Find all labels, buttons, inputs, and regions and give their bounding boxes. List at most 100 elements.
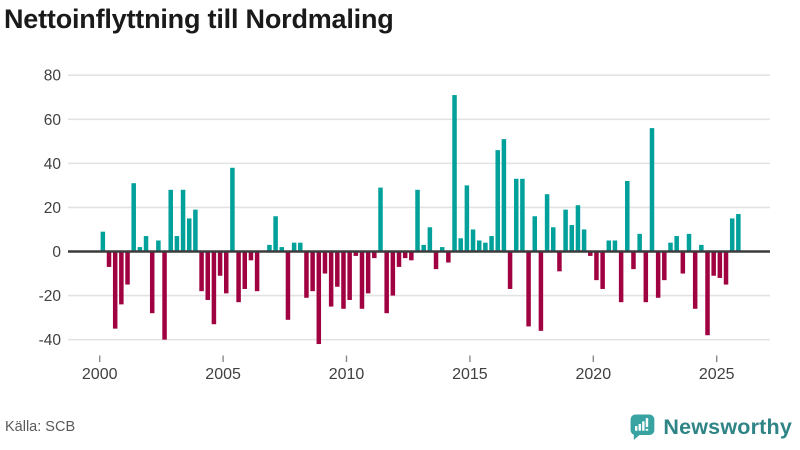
bar-2002-Q1 <box>149 251 155 314</box>
x-axis-label-2010: 2010 <box>329 366 365 383</box>
bar-2014-Q2 <box>452 95 457 252</box>
bar-2010-Q1 <box>347 251 352 300</box>
bar-2014-Q3 <box>458 238 463 252</box>
bar-2020-Q3 <box>606 240 612 252</box>
bar-2012-Q2 <box>402 251 408 259</box>
newsworthy-logo: Newsworthy <box>630 414 792 441</box>
bar-2001-Q3 <box>137 247 143 252</box>
bar-2008-Q2 <box>304 251 309 298</box>
bar-2008-Q4 <box>316 251 322 345</box>
bar-2005-Q3 <box>236 251 241 303</box>
bar-2016-Q1 <box>495 150 500 252</box>
bar-2003-Q4 <box>193 209 198 252</box>
bar-2004-Q1 <box>199 251 204 292</box>
bar-2001-Q4 <box>143 236 149 252</box>
bar-2024-Q2 <box>699 244 704 252</box>
bar-2009-Q1 <box>322 251 328 274</box>
bar-2009-Q2 <box>328 251 334 307</box>
bar-2015-Q4 <box>489 236 494 252</box>
bar-2016-Q4 <box>513 178 519 252</box>
bar-2011-Q4 <box>390 251 396 296</box>
bar-2023-Q1 <box>668 242 673 252</box>
bar-2016-Q2 <box>501 139 507 252</box>
bar-2017-Q4 <box>538 251 544 331</box>
bar-2018-Q3 <box>557 251 562 272</box>
x-axis-label-2025: 2025 <box>699 366 735 383</box>
bar-2002-Q2 <box>156 240 161 252</box>
newsworthy-logo-text: Newsworthy <box>663 414 792 439</box>
bar-2003-Q3 <box>186 218 192 252</box>
bar-2001-Q2 <box>131 183 136 252</box>
bar-2005-Q2 <box>230 167 235 252</box>
chart-title: Nettoinflyttning till Nordmaling <box>4 4 394 34</box>
bar-2025-Q2 <box>723 251 729 285</box>
bar-2015-Q3 <box>483 242 488 252</box>
bar-2011-Q2 <box>378 187 383 252</box>
bar-2004-Q4 <box>217 251 223 276</box>
source-label: Källa: SCB <box>5 419 76 435</box>
bar-2002-Q4 <box>168 189 173 252</box>
bar-2016-Q3 <box>507 251 513 289</box>
bar-2020-Q2 <box>600 251 605 289</box>
bar-2006-Q4 <box>267 244 272 252</box>
bar-2019-Q2 <box>575 205 581 252</box>
bar-2020-Q1 <box>594 251 599 281</box>
bar-2024-Q1 <box>692 251 698 309</box>
bar-2012-Q4 <box>415 189 420 252</box>
bar-2013-Q4 <box>439 247 445 252</box>
bar-2017-Q3 <box>532 216 537 252</box>
bar-2025-Q1 <box>717 251 723 278</box>
bar-2006-Q2 <box>254 251 260 292</box>
bar-2014-Q1 <box>446 251 451 263</box>
bar-2023-Q4 <box>686 233 692 252</box>
bar-2007-Q1 <box>273 216 278 252</box>
bar-2000-Q4 <box>119 251 124 305</box>
y-axis-label--40: -40 <box>39 332 62 349</box>
bar-2022-Q3 <box>655 251 661 298</box>
bar-2019-Q3 <box>581 229 587 252</box>
y-axis-label-80: 80 <box>44 68 62 85</box>
footer: Källa: SCB Newsworthy <box>0 410 800 444</box>
bar-2018-Q2 <box>551 227 556 252</box>
bar-2025-Q4 <box>736 214 741 252</box>
x-axis-label-2000: 2000 <box>82 366 118 383</box>
bar-2019-Q4 <box>588 251 593 256</box>
bar-2021-Q2 <box>625 180 630 252</box>
bar-2005-Q4 <box>242 251 248 289</box>
bar-2019-Q1 <box>569 225 575 252</box>
y-axis-label--20: -20 <box>39 288 62 305</box>
bar-2021-Q4 <box>637 233 642 252</box>
bar-2000-Q2 <box>106 251 112 267</box>
bar-2011-Q1 <box>372 251 377 259</box>
bar-2009-Q3 <box>335 251 340 287</box>
y-axis-label-40: 40 <box>44 156 62 173</box>
bar-2007-Q4 <box>291 242 297 252</box>
bar-2003-Q1 <box>174 236 180 252</box>
bar-2012-Q3 <box>409 251 414 261</box>
bar-2000-Q3 <box>112 251 118 329</box>
bar-2007-Q2 <box>279 247 285 252</box>
bar-2020-Q4 <box>612 240 618 252</box>
bar-2015-Q2 <box>476 240 482 252</box>
bar-2022-Q2 <box>649 128 655 252</box>
bar-2008-Q3 <box>310 251 315 292</box>
newsworthy-speech-bubble-bars-icon <box>630 414 655 440</box>
y-axis-label-20: 20 <box>44 200 62 217</box>
bar-2013-Q2 <box>427 227 433 252</box>
bar-2021-Q1 <box>618 251 624 303</box>
bar-2006-Q1 <box>248 251 254 261</box>
bar-2018-Q1 <box>544 194 550 252</box>
bar-2021-Q3 <box>631 251 636 270</box>
bar-2022-Q4 <box>662 251 667 281</box>
bar-2014-Q4 <box>464 185 470 252</box>
x-axis-label-2020: 2020 <box>576 366 612 383</box>
bar-2024-Q3 <box>705 251 710 336</box>
bar-2012-Q1 <box>396 251 402 267</box>
bar-2009-Q4 <box>341 251 346 309</box>
bar-2022-Q1 <box>643 251 649 303</box>
bar-2004-Q2 <box>205 251 210 300</box>
bar-2017-Q2 <box>526 251 531 327</box>
bar-2010-Q3 <box>359 251 365 309</box>
